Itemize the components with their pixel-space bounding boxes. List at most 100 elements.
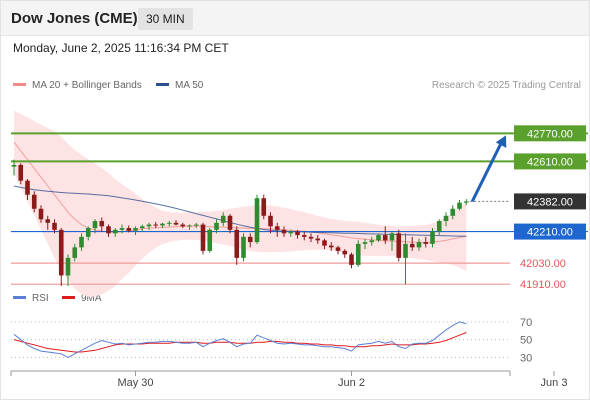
chart-header: Dow Jones (CME) 30 MIN xyxy=(1,1,589,36)
candle-body xyxy=(274,226,280,230)
rsi-9ma-line xyxy=(13,332,467,353)
rsi-line xyxy=(13,321,467,358)
candle-body xyxy=(349,254,354,265)
candle-body xyxy=(254,198,260,243)
candle-body xyxy=(214,222,219,230)
candle-body xyxy=(139,226,145,229)
support-label: 42030.00 xyxy=(520,258,566,270)
candle-body xyxy=(288,231,294,234)
forecast-arrow-shaft xyxy=(470,140,504,203)
candle-body xyxy=(403,243,408,258)
candle-body xyxy=(58,229,64,276)
candle-body xyxy=(207,229,213,251)
legend-ma50-label: MA 50 xyxy=(175,80,204,91)
candle-body xyxy=(112,229,118,234)
candle-body xyxy=(295,231,300,236)
candle-body xyxy=(308,236,314,239)
legend-bollinger-label: MA 20 + Bollinger Bands xyxy=(32,80,142,91)
candle-body xyxy=(369,240,375,243)
copyright-text: Research © 2025 Trading Central xyxy=(431,80,581,91)
legend-9ma-label: 9MA xyxy=(81,293,102,304)
candle-body xyxy=(187,225,192,227)
legend-ma50-swatch xyxy=(156,82,169,86)
candle-body xyxy=(301,235,307,237)
bollinger-band-area xyxy=(14,110,467,297)
candle-body xyxy=(31,194,37,209)
last-price-label: 42382.00 xyxy=(527,196,573,208)
resistance-label-box xyxy=(514,125,586,142)
legend-9ma: 9MA xyxy=(62,293,102,304)
candle-body xyxy=(92,221,98,229)
candle-body xyxy=(436,221,442,232)
candle-body xyxy=(355,243,361,265)
legend-ma50: MA 50 xyxy=(156,80,203,91)
candle-body xyxy=(457,202,462,209)
candle-body xyxy=(416,242,422,248)
last-price-label-box xyxy=(514,193,586,210)
candle-body xyxy=(166,222,172,224)
candle-body xyxy=(200,224,206,251)
candle-body xyxy=(430,231,435,244)
candle-body xyxy=(25,180,30,195)
resistance-label-box xyxy=(514,153,586,170)
legend-rsi-label: RSI xyxy=(32,293,49,304)
legend-rsi-swatch xyxy=(13,295,26,299)
candle-body xyxy=(173,222,179,225)
legend-bollinger-swatch xyxy=(13,82,26,86)
legend-bollinger: MA 20 + Bollinger Bands xyxy=(13,80,142,91)
x-axis-tick-label: Jun 3 xyxy=(541,377,568,389)
candle-body xyxy=(72,247,78,258)
rsi-tick-label: 50 xyxy=(520,335,532,347)
candle-body xyxy=(193,224,199,226)
candle-body xyxy=(153,224,159,226)
candle-body xyxy=(322,240,327,246)
candle-body xyxy=(463,201,469,203)
candle-body xyxy=(247,236,253,243)
candle-body xyxy=(241,236,246,258)
candle-body xyxy=(38,208,44,220)
candle-body xyxy=(261,198,267,216)
candle-body xyxy=(362,242,368,244)
resistance-label: 42610.00 xyxy=(527,156,573,168)
candle-body xyxy=(146,224,152,227)
candle-body xyxy=(65,257,71,276)
candle-body xyxy=(450,208,456,216)
candle-body xyxy=(79,236,84,248)
pivot-label: 42210.00 xyxy=(527,227,573,239)
legend-9ma-swatch xyxy=(62,295,75,299)
candle-body xyxy=(335,247,341,251)
candle-body xyxy=(328,245,334,248)
candle-body xyxy=(220,215,226,223)
candle-body xyxy=(99,221,105,227)
candle-body xyxy=(443,215,449,222)
candle-body xyxy=(234,229,240,258)
candle-body xyxy=(342,250,348,255)
candle-body xyxy=(281,229,287,234)
rsi-tick-label: 70 xyxy=(520,317,532,329)
candle-body xyxy=(18,164,24,181)
candle-body xyxy=(315,238,321,241)
pivot-label-box xyxy=(514,223,586,240)
candle-body xyxy=(180,224,186,227)
timeframe-badge[interactable]: 30 MIN xyxy=(138,8,193,30)
candle-body xyxy=(85,228,91,237)
forecast-arrow-head xyxy=(495,135,507,148)
chart-datetime: Monday, June 2, 2025 11:16:34 PM CET xyxy=(13,41,229,55)
candle-body xyxy=(389,233,395,241)
candle-body xyxy=(119,228,125,230)
candle-body xyxy=(409,243,415,248)
candle-body xyxy=(160,223,165,226)
rsi-tick-label: 30 xyxy=(520,352,532,364)
candle-body xyxy=(396,233,402,258)
candle-body xyxy=(227,215,233,230)
candle-body xyxy=(126,228,132,231)
candle-body xyxy=(52,222,57,230)
candle-body xyxy=(268,215,273,227)
candle-body xyxy=(106,226,111,234)
x-axis-tick-label: Jun 2 xyxy=(338,377,365,389)
candle-body xyxy=(133,228,138,231)
candle-body xyxy=(423,242,429,244)
x-axis-tick-label: May 30 xyxy=(117,377,153,389)
candle-body xyxy=(11,164,17,167)
